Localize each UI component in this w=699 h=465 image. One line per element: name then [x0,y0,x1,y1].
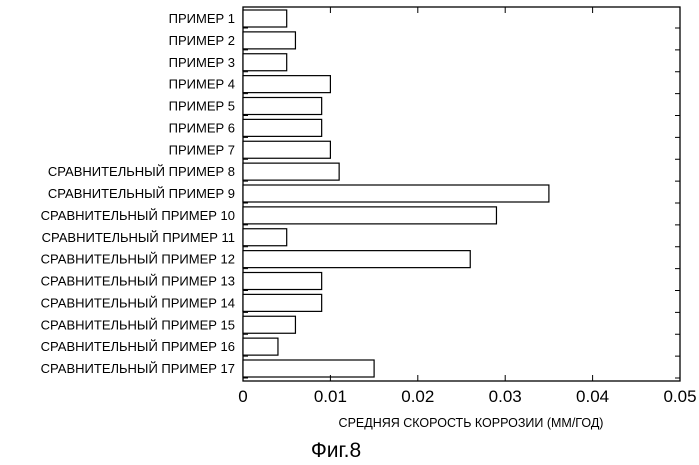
bar [242,9,288,28]
ticks-layer: 0 0.01 0.02 0.03 0.04 0.05 [238,7,697,406]
bar [242,31,297,50]
x-tick-label: 0.03 [489,387,522,406]
category-label: СРАВНИТЕЛЬНЫЙ ПРИМЕР 14 [41,295,235,310]
category-label: СРАВНИТЕЛЬНЫЙ ПРИМЕР 17 [41,361,235,376]
category-label: СРАВНИТЕЛЬНЫЙ ПРИМЕР 16 [41,339,235,354]
figure-caption: Фиг.8 [311,439,361,462]
category-label: СРАВНИТЕЛЬНЫЙ ПРИМЕР 13 [41,274,235,289]
bar [242,206,498,225]
bar [242,75,332,94]
category-label: ПРИМЕР 2 [169,33,235,48]
category-label: ПРИМЕР 7 [169,142,235,157]
category-labels: ПРИМЕР 1 ПРИМЕР 2 ПРИМЕР 3 ПРИМЕР 4 ПРИМЕР 5… [41,11,235,376]
category-label: СРАВНИТЕЛЬНЫЙ ПРИМЕР 9 [48,186,235,201]
bar [242,359,375,378]
bar [242,250,471,269]
x-tick-label: 0.04 [576,387,609,406]
category-label: СРАВНИТЕЛЬНЫЙ ПРИМЕР 10 [41,208,235,223]
category-label: СРАВНИТЕЛЬНЫЙ ПРИМЕР 11 [42,230,235,245]
x-tick-label: 0.05 [663,387,696,406]
category-label: ПРИМЕР 4 [169,77,235,92]
category-label: ПРИМЕР 6 [169,120,235,135]
bar [242,118,323,137]
bar [242,228,288,247]
bar [242,184,550,203]
bar [242,271,323,291]
bar [242,96,323,116]
category-label: ПРИМЕР 5 [169,99,235,114]
bar [242,337,279,356]
category-label: СРАВНИТЕЛЬНЫЙ ПРИМЕР 12 [41,252,235,267]
x-tick-label: 0.01 [314,387,347,406]
x-axis-title: СРЕДНЯЯ СКОРОСТЬ КОРРОЗИИ (ММ/ГОД) [339,416,604,430]
bar [242,293,323,312]
bar [242,140,332,159]
x-tick-label: 0.02 [401,387,434,406]
bar [242,315,297,334]
category-label: ПРИМЕР 3 [169,55,235,70]
bar [242,162,340,181]
category-label: СРАВНИТЕЛЬНЫЙ ПРИМЕР 15 [41,317,235,332]
bar [242,53,288,72]
x-tick-label: 0 [238,387,247,406]
category-label: СРАВНИТЕЛЬНЫЙ ПРИМЕР 8 [48,164,235,179]
category-label: ПРИМЕР 1 [169,11,235,26]
bars-layer [242,9,550,378]
